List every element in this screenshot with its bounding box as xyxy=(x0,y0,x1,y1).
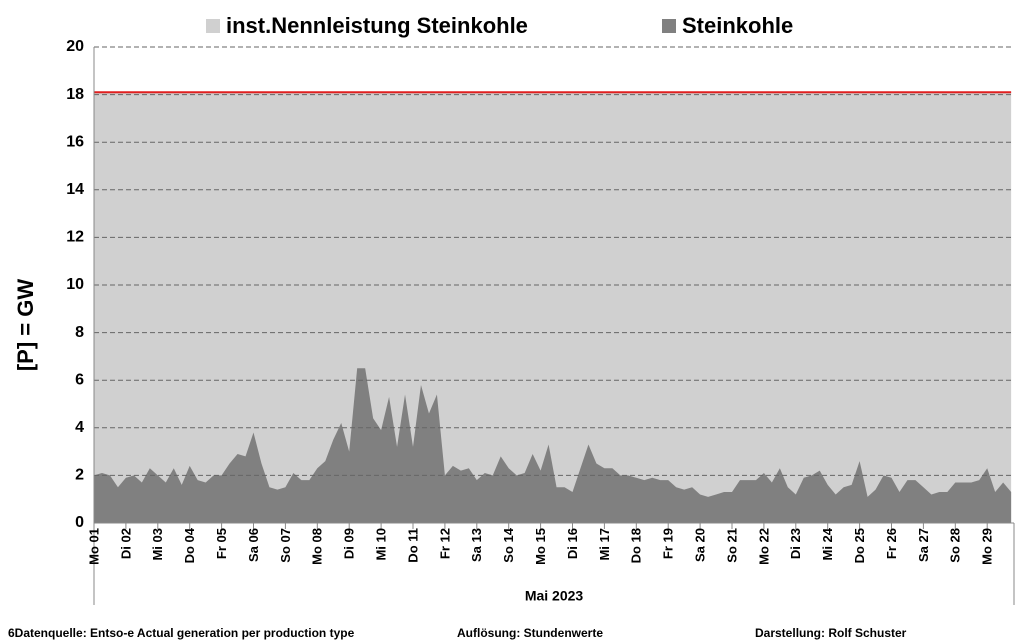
x-tick-label: Mo 15 xyxy=(533,528,548,565)
x-tick-label: Mo 22 xyxy=(756,528,771,565)
x-tick-label: Mi 10 xyxy=(374,528,389,561)
x-tick-label: Mi 03 xyxy=(150,528,165,561)
x-tick-label: Mo 01 xyxy=(86,528,101,565)
footer-resolution: Auflösung: Stundenwerte xyxy=(457,626,603,640)
footer-author: Darstellung: Rolf Schuster xyxy=(755,626,907,640)
footer-source: 6Datenquelle: Entso-e Actual generation … xyxy=(8,626,355,640)
x-tick-label: So 28 xyxy=(948,528,963,563)
x-tick-label: Do 11 xyxy=(405,528,420,563)
legend-swatch xyxy=(662,19,676,33)
y-tick-label: 0 xyxy=(75,514,84,531)
legend-label: inst.Nennleistung Steinkohle xyxy=(226,13,528,38)
x-tick-label: Do 04 xyxy=(182,527,197,563)
area xyxy=(94,368,1012,523)
y-axis-label: [P] = GW xyxy=(13,279,38,372)
x-tick-label: Mi 17 xyxy=(597,528,612,561)
x-tick-label: So 14 xyxy=(501,527,516,562)
y-tick-label: 14 xyxy=(66,181,84,198)
x-tick-label: Fr 26 xyxy=(884,528,899,559)
y-tick-label: 6 xyxy=(75,371,84,388)
y-tick-label: 12 xyxy=(66,229,84,246)
y-tick-label: 16 xyxy=(66,133,84,150)
x-tick-label: Do 25 xyxy=(852,528,867,563)
x-tick-label: Sa 06 xyxy=(246,528,261,562)
y-tick-label: 10 xyxy=(66,276,84,293)
x-tick-label: Sa 20 xyxy=(693,528,708,562)
x-tick-label: Fr 05 xyxy=(214,528,229,559)
legend-label: Steinkohle xyxy=(682,13,793,38)
x-tick-label: Fr 12 xyxy=(437,528,452,559)
x-tick-label: So 07 xyxy=(278,528,293,563)
x-tick-label: Di 16 xyxy=(565,528,580,559)
x-tick-label: So 21 xyxy=(724,528,739,563)
y-tick-label: 4 xyxy=(75,419,84,436)
y-tick-label: 20 xyxy=(66,38,84,55)
x-tick-label: Mo 29 xyxy=(980,528,995,565)
y-tick-label: 18 xyxy=(66,86,84,103)
x-tick-label: Mi 24 xyxy=(820,527,835,560)
y-tick-label: 2 xyxy=(75,467,84,484)
x-axis-label: Mai 2023 xyxy=(525,588,584,604)
x-tick-label: Do 18 xyxy=(629,528,644,563)
x-tick-label: Sa 13 xyxy=(469,528,484,562)
x-tick-label: Mo 08 xyxy=(310,528,325,565)
x-tick-label: Di 23 xyxy=(788,528,803,559)
area xyxy=(94,92,1012,523)
x-tick-label: Di 09 xyxy=(342,528,357,559)
legend-swatch xyxy=(206,19,220,33)
x-tick-label: Di 02 xyxy=(118,528,133,559)
y-tick-label: 8 xyxy=(75,324,84,341)
x-tick-label: Fr 19 xyxy=(661,528,676,559)
x-tick-label: Sa 27 xyxy=(916,528,931,562)
